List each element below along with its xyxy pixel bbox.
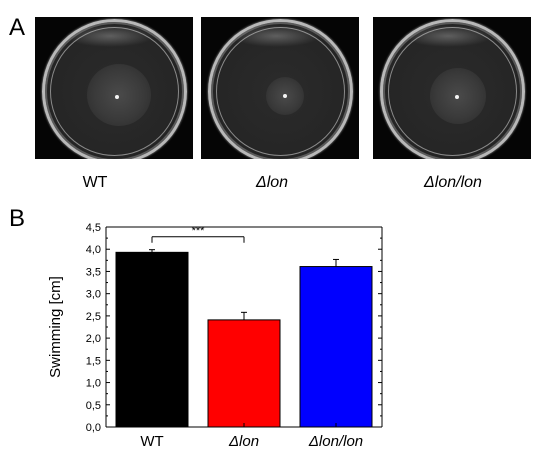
- x-tick-label: Δlon: [228, 433, 259, 450]
- y-tick-label: 3,5: [86, 266, 101, 278]
- strain-label-dlon: Δlon: [255, 174, 289, 191]
- y-axis-label: Swimming [cm]: [47, 276, 64, 378]
- y-tick-label: 0,5: [86, 400, 101, 412]
- x-tick-label: Δlon/lon: [308, 433, 363, 450]
- y-tick-label: 1,5: [86, 355, 101, 367]
- significance-label: ***: [192, 225, 206, 237]
- strain-label-wt: WT: [82, 174, 108, 191]
- bar: [299, 266, 373, 428]
- x-tick-label: WT: [140, 433, 163, 450]
- petri-plate-dlonlon: [373, 17, 531, 159]
- y-tick-label: 0,0: [86, 422, 101, 434]
- bar: [115, 251, 189, 428]
- bar: [207, 319, 281, 428]
- strain-label-dlonlon: Δlon/lon: [424, 174, 482, 191]
- y-tick-label: 4,0: [86, 244, 101, 256]
- petri-plate-dlon: [201, 17, 359, 159]
- y-tick-label: 2,0: [86, 333, 101, 345]
- panel-a-label: A: [9, 14, 26, 41]
- y-tick-label: 1,0: [86, 378, 101, 390]
- petri-plate-wt: [35, 17, 193, 159]
- y-tick-label: 2,5: [86, 311, 101, 323]
- y-tick-label: 4,5: [86, 222, 101, 234]
- panel-b-label: B: [9, 205, 26, 232]
- y-tick-label: 3,0: [86, 289, 101, 301]
